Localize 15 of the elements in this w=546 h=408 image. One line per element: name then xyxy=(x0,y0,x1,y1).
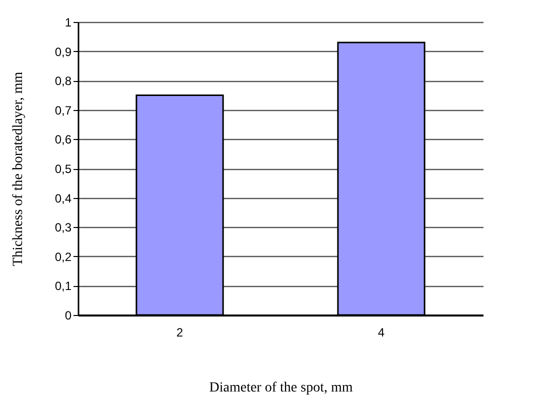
y-tick-label: 0,8 xyxy=(54,74,72,88)
y-tick-label: 0,5 xyxy=(54,162,72,176)
y-tick-label: 0,6 xyxy=(54,132,72,147)
x-tick-label: 4 xyxy=(378,326,385,340)
y-tick-label: 0,2 xyxy=(54,250,72,264)
y-tick-label: 0,3 xyxy=(54,220,72,235)
y-tick-label: 0,9 xyxy=(54,44,72,59)
y-tick-label: 0,7 xyxy=(54,103,72,118)
y-tick-label: 0,4 xyxy=(54,191,72,206)
y-tick-label: 1 xyxy=(64,16,72,30)
x-tick-label: 2 xyxy=(176,326,184,340)
y-axis-title: Thickness of the boratedlayer, mm xyxy=(10,72,26,266)
y-tick-label: 0 xyxy=(64,308,72,322)
x-axis-title: Diameter of the spot, mm xyxy=(209,380,353,396)
y-tick-label: 0,1 xyxy=(54,279,72,294)
